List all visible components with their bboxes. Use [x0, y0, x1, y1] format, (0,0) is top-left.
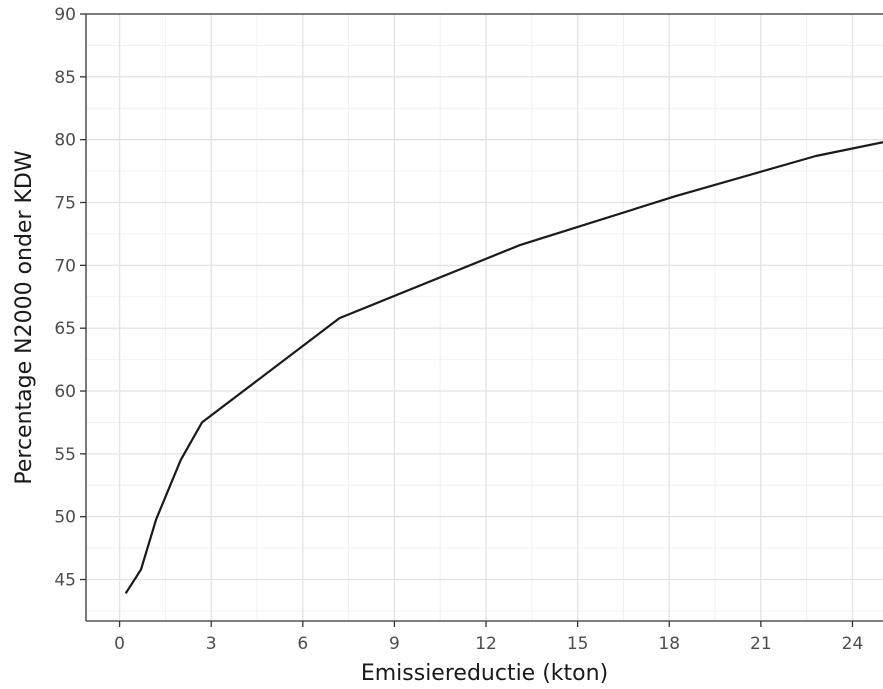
minor-gridlines [86, 14, 883, 621]
major-gridlines [86, 13, 883, 621]
y-axis-title: Percentage N2000 onder KDW [12, 150, 37, 485]
y-tick-label: 65 [54, 319, 76, 339]
y-tick-label: 60 [54, 382, 76, 402]
x-axis-ticks: 0 3 6 9 12 15 18 21 24 [114, 621, 863, 654]
x-tick-label: 12 [475, 634, 497, 654]
y-tick-label: 55 [54, 445, 76, 465]
x-tick-label: 0 [114, 634, 125, 654]
y-tick-label: 70 [54, 256, 76, 276]
y-tick-label: 50 [54, 508, 76, 528]
x-tick-label: 9 [389, 634, 400, 654]
y-tick-label: 85 [54, 68, 76, 88]
x-tick-label: 15 [567, 634, 589, 654]
y-tick-label: 80 [54, 131, 76, 151]
x-tick-label: 18 [658, 634, 680, 654]
y-tick-label: 90 [54, 5, 76, 25]
y-tick-label: 75 [54, 194, 76, 214]
x-axis-title: Emissiereductie (kton) [361, 661, 608, 686]
series-layer [124, 141, 883, 594]
y-tick-label: 45 [54, 571, 76, 591]
x-tick-label: 6 [297, 634, 308, 654]
x-tick-label: 3 [206, 634, 217, 654]
y-axis-ticks: 45 50 55 60 65 70 75 80 85 90 [54, 5, 86, 591]
x-tick-label: 24 [842, 634, 864, 654]
x-tick-label: 21 [750, 634, 772, 654]
series-line [124, 141, 883, 594]
